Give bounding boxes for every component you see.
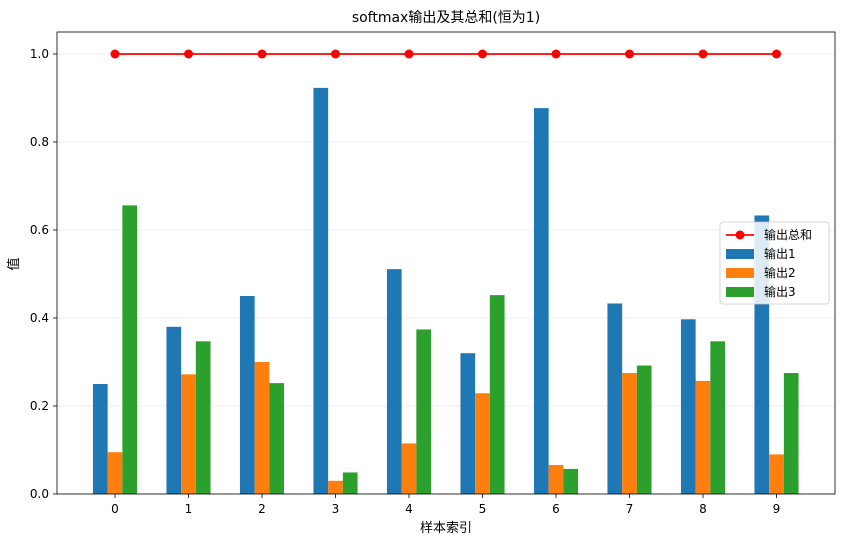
x-tick-label: 2 [258, 502, 266, 516]
bar-输出3-3 [342, 472, 358, 494]
bar-输出3-8 [710, 341, 726, 494]
sum-point-7 [625, 49, 634, 59]
sum-point-9 [772, 49, 781, 59]
plot-frame [56, 31, 836, 495]
sum-point-1 [184, 49, 193, 59]
bar-输出1-5 [460, 353, 476, 494]
bar-输出2-0 [107, 452, 123, 494]
sum-line [110, 49, 781, 59]
bar-输出2-6 [548, 464, 564, 494]
y-tick-label: 1.0 [30, 47, 49, 61]
x-axis-label: 样本索引 [420, 521, 472, 536]
x-tick-label: 3 [332, 502, 340, 516]
bar-输出1-3 [313, 87, 329, 494]
bar-输出2-2 [254, 362, 270, 494]
x-tick-label: 9 [773, 502, 781, 516]
y-tick-label: 0.6 [30, 223, 49, 237]
bar-输出1-1 [166, 326, 182, 494]
chart-title: softmax输出及其总和(恒为1) [352, 10, 540, 26]
legend-bar-swatch [726, 249, 754, 259]
y-tick-label: 0.8 [30, 135, 49, 149]
y-tick-label: 0.4 [30, 311, 49, 325]
legend-label: 输出3 [764, 284, 796, 299]
bar-输出3-6 [563, 468, 579, 494]
sum-point-2 [257, 49, 267, 59]
legend-bar-swatch [726, 268, 754, 278]
x-tick-label: 6 [552, 502, 560, 516]
x-tick-label: 1 [185, 502, 193, 516]
bar-输出1-0 [92, 384, 108, 494]
x-tick-label: 8 [699, 502, 707, 516]
bar-输出2-5 [475, 393, 490, 494]
bar-输出1-4 [386, 269, 402, 494]
legend-label: 输出2 [764, 265, 796, 280]
bar-输出2-3 [328, 480, 343, 494]
bar-输出2-7 [622, 373, 637, 494]
sum-point-4 [404, 49, 414, 59]
bar-输出2-1 [181, 374, 196, 494]
y-tick-label: 0.0 [30, 487, 49, 501]
bar-输出3-1 [195, 341, 211, 494]
x-tick-label: 7 [626, 502, 634, 516]
legend-label: 输出1 [764, 246, 796, 261]
legend-marker-swatch [735, 230, 745, 240]
bar-输出3-4 [416, 329, 432, 494]
axes: 0.0 0.2 0.4 0.6 0.8 1.0 0 1 2 3 4 5 6 7 8 9 [30, 31, 836, 516]
x-tick-label: 4 [405, 502, 413, 516]
x-tick-label: 0 [111, 502, 119, 516]
bar-输出1-8 [680, 319, 696, 494]
legend-bar-swatch [726, 287, 754, 297]
bar-输出3-9 [783, 373, 799, 494]
bar-输出1-6 [533, 108, 549, 495]
bar-输出2-4 [401, 443, 417, 494]
sum-point-3 [331, 49, 340, 59]
bar-输出2-8 [695, 380, 711, 494]
bar-输出1-7 [607, 303, 623, 494]
legend-box [719, 221, 830, 305]
x-tick-label: 5 [479, 502, 487, 516]
bars [92, 87, 799, 495]
sum-point-8 [698, 49, 708, 59]
sum-point-6 [551, 49, 561, 59]
bar-输出3-7 [636, 365, 652, 494]
bar-输出1-2 [239, 296, 255, 494]
bar-输出2-9 [769, 454, 784, 494]
y-axis-label: 值 [6, 257, 22, 270]
bar-输出3-5 [489, 295, 505, 494]
sum-point-5 [478, 49, 487, 59]
bar-输出3-2 [269, 383, 285, 494]
legend-label: 输出总和 [764, 227, 812, 242]
bar-输出3-0 [122, 205, 138, 495]
sum-point-0 [110, 49, 120, 59]
y-tick-label: 0.2 [30, 399, 49, 413]
